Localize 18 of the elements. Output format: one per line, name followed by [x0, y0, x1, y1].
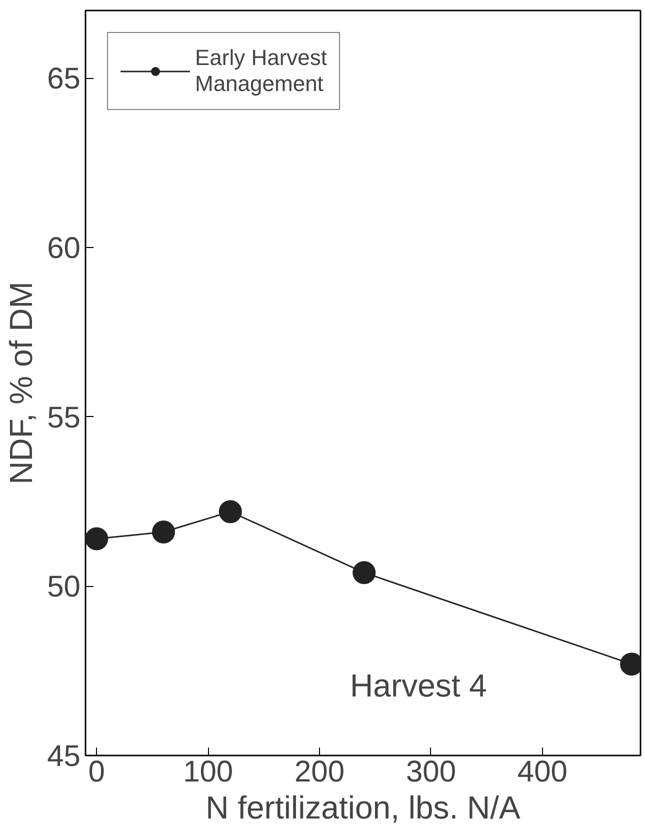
y-tick-label: 45 — [47, 740, 81, 773]
point — [218, 500, 242, 524]
point — [86, 527, 108, 550]
x-tick-label: 200 — [294, 756, 345, 788]
y-tick-label: 60 — [47, 232, 81, 266]
x-axis-title: N fertilization, lbs. N/A — [206, 790, 522, 826]
x-tick-label: 100 — [183, 756, 234, 788]
y-tick-label: 50 — [47, 570, 81, 604]
point — [152, 520, 176, 544]
annotation: Harvest 4 — [350, 667, 487, 704]
y-tick-label: 55 — [47, 401, 81, 434]
legend-label: Early Harvest Management — [195, 45, 328, 97]
x-tick-label: 0 — [88, 756, 105, 788]
x-tick-label: 300 — [406, 756, 456, 788]
y-axis-title: NDF, % of DM — [3, 282, 40, 484]
x-tick-label: 400 — [517, 756, 568, 788]
point — [352, 561, 376, 584]
y-tick-label: 65 — [47, 62, 81, 96]
